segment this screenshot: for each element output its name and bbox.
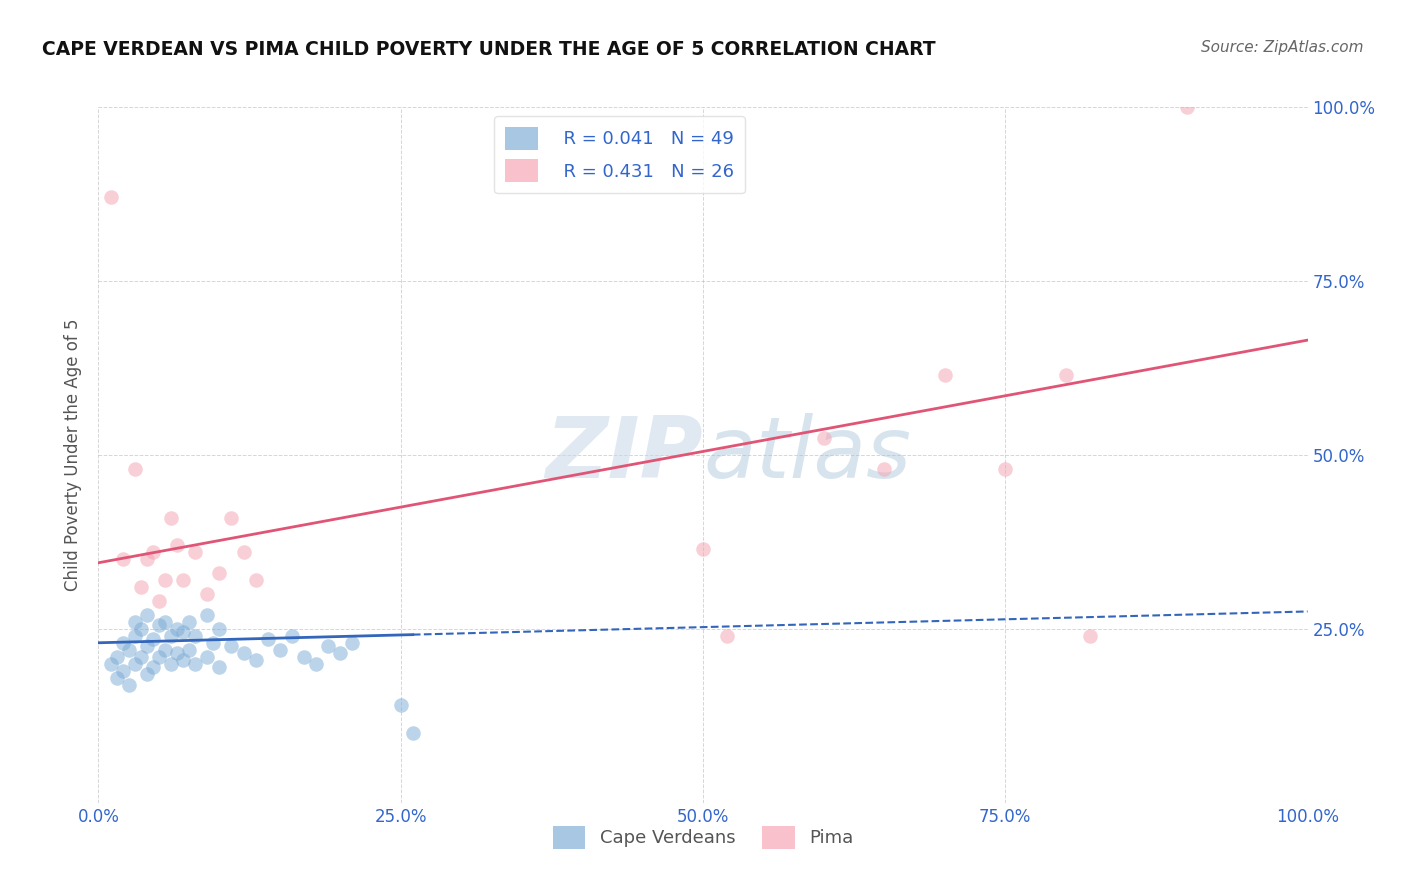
Point bbox=[179, 615, 201, 629]
Point bbox=[281, 629, 304, 643]
Point bbox=[118, 642, 141, 657]
Point bbox=[172, 573, 194, 587]
Point bbox=[111, 636, 134, 650]
Point bbox=[221, 510, 243, 524]
Point bbox=[1175, 100, 1198, 114]
Point bbox=[135, 639, 157, 653]
Point bbox=[195, 587, 218, 601]
Point bbox=[1078, 629, 1101, 643]
Point bbox=[100, 657, 122, 671]
Point bbox=[232, 545, 254, 559]
Point bbox=[184, 629, 207, 643]
Point bbox=[994, 462, 1017, 476]
Point bbox=[142, 545, 165, 559]
Text: CAPE VERDEAN VS PIMA CHILD POVERTY UNDER THE AGE OF 5 CORRELATION CHART: CAPE VERDEAN VS PIMA CHILD POVERTY UNDER… bbox=[42, 40, 936, 59]
Point bbox=[716, 629, 738, 643]
Point bbox=[245, 653, 267, 667]
Point bbox=[245, 573, 267, 587]
Point bbox=[256, 632, 278, 647]
Point bbox=[135, 552, 157, 566]
Point bbox=[124, 657, 146, 671]
Point bbox=[329, 646, 352, 660]
Point bbox=[195, 607, 218, 622]
Point bbox=[135, 667, 157, 681]
Point bbox=[111, 552, 134, 566]
Point bbox=[153, 573, 176, 587]
Point bbox=[124, 629, 146, 643]
Point bbox=[124, 462, 146, 476]
Point bbox=[172, 653, 194, 667]
Point bbox=[195, 649, 218, 664]
Point bbox=[305, 657, 328, 671]
Point bbox=[208, 660, 231, 674]
Point bbox=[129, 580, 152, 594]
Point bbox=[148, 594, 170, 608]
Point bbox=[873, 462, 896, 476]
Point bbox=[129, 622, 152, 636]
Point bbox=[153, 615, 176, 629]
Point bbox=[135, 607, 157, 622]
Point bbox=[692, 541, 714, 556]
Point bbox=[166, 646, 188, 660]
Point bbox=[172, 625, 194, 640]
Point bbox=[142, 632, 165, 647]
Point bbox=[166, 538, 188, 552]
Y-axis label: Child Poverty Under the Age of 5: Child Poverty Under the Age of 5 bbox=[65, 318, 83, 591]
Point bbox=[105, 671, 128, 685]
Point bbox=[221, 639, 243, 653]
Point bbox=[269, 642, 291, 657]
Text: atlas: atlas bbox=[703, 413, 911, 497]
Point bbox=[342, 636, 364, 650]
Point bbox=[208, 622, 231, 636]
Point bbox=[160, 657, 183, 671]
Point bbox=[148, 618, 170, 632]
Point bbox=[813, 430, 835, 444]
Point bbox=[292, 649, 315, 664]
Point bbox=[124, 615, 146, 629]
Point bbox=[316, 639, 339, 653]
Text: Source: ZipAtlas.com: Source: ZipAtlas.com bbox=[1201, 40, 1364, 55]
Point bbox=[142, 660, 165, 674]
Point bbox=[402, 726, 425, 740]
Point bbox=[389, 698, 412, 713]
Point bbox=[160, 629, 183, 643]
Point bbox=[160, 510, 183, 524]
Point bbox=[118, 677, 141, 691]
Point bbox=[208, 566, 231, 581]
Point bbox=[166, 622, 188, 636]
Point bbox=[184, 545, 207, 559]
Point bbox=[179, 642, 201, 657]
Point bbox=[105, 649, 128, 664]
Point bbox=[232, 646, 254, 660]
Point bbox=[934, 368, 956, 382]
Point bbox=[129, 649, 152, 664]
Point bbox=[1054, 368, 1077, 382]
Point bbox=[111, 664, 134, 678]
Point bbox=[184, 657, 207, 671]
Point bbox=[100, 190, 122, 204]
Text: ZIP: ZIP bbox=[546, 413, 703, 497]
Point bbox=[202, 636, 225, 650]
Legend: Cape Verdeans, Pima: Cape Verdeans, Pima bbox=[546, 819, 860, 856]
Point bbox=[148, 649, 170, 664]
Point bbox=[153, 642, 176, 657]
